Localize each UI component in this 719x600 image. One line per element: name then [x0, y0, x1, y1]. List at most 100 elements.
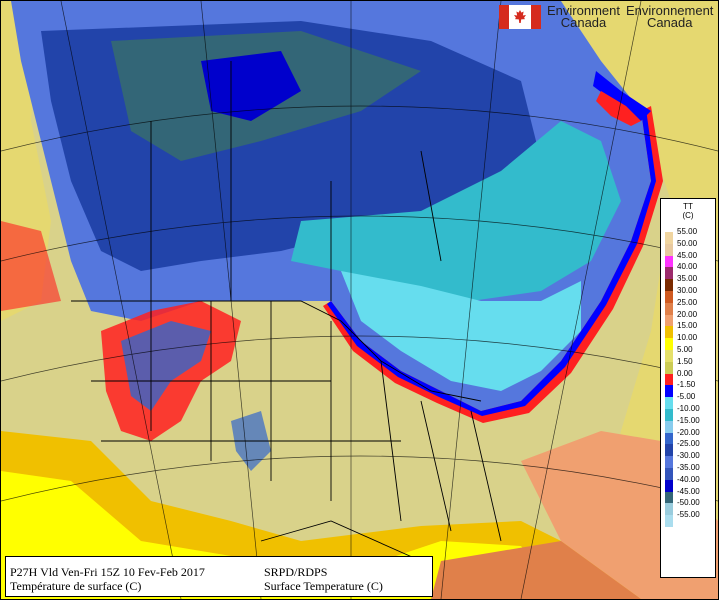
legend-label: 5.00 [677, 344, 693, 354]
legend-label: -45.00 [677, 486, 700, 496]
legend-swatch [665, 479, 673, 492]
org-name-fr: Environnement [625, 3, 714, 18]
legend-swatch [665, 385, 673, 398]
legend-entry: -45.00 [665, 487, 713, 504]
legend-swatch [665, 255, 673, 268]
legend-label: -1.50 [677, 380, 696, 390]
legend-entry: 25.00 [665, 298, 713, 315]
legend-swatch [665, 232, 673, 244]
legend-entry: 30.00 [665, 286, 713, 303]
east-cyan-zone [341, 271, 581, 391]
legend-entry: 1.50 [665, 357, 713, 374]
political-borders [71, 61, 502, 562]
legend-entry: -1.50 [665, 380, 713, 398]
legend-entry: -50.00 [665, 498, 713, 516]
legend-swatch [665, 279, 673, 291]
legend-entry: 45.00 [665, 251, 713, 268]
legend-swatch [665, 456, 673, 468]
legend-swatch [665, 491, 673, 504]
legend-rows: 55.00 50.00 45.00 40.00 35.00 30.00 25.00 20.00… [665, 227, 713, 527]
wordmark: Environment Environnement Canada Canada [547, 3, 714, 30]
legend-label: 55.00 [677, 227, 698, 236]
legend-label: 30.00 [677, 285, 698, 295]
legend-label: 15.00 [677, 321, 698, 331]
legend-label: 45.00 [677, 250, 698, 260]
legend-title: TT (C) [661, 202, 715, 220]
country-fr: Canada [646, 15, 693, 30]
legend-swatch [665, 444, 673, 457]
environment-canada-logo: Environment Environnement Canada Canada [499, 3, 714, 33]
legend-entry: 15.00 [665, 321, 713, 339]
legend-swatch [665, 349, 673, 362]
legend-entry: 50.00 [665, 239, 713, 256]
legend-swatch [665, 314, 673, 327]
mexico-orange [431, 541, 641, 599]
legend-entry: 0.00 [665, 369, 713, 386]
legend-label: -25.00 [677, 439, 700, 449]
legend-entry: 35.00 [665, 274, 713, 291]
legend-label: 35.00 [677, 274, 698, 284]
model-name: SRPD/RDPS [264, 565, 328, 579]
legend-title-unit: (C) [682, 211, 694, 220]
map-caption: P27H Vld Ven-Fri 15Z 10 Fev-Feb 2017 Tem… [5, 556, 433, 597]
legend-label: -10.00 [677, 403, 700, 413]
legend-entry: 10.00 [665, 333, 713, 350]
legend-label: -40.00 [677, 474, 700, 484]
variable-name-fr: Température de surface (C) [10, 579, 142, 593]
legend-swatch [665, 290, 673, 303]
legend-entry: -40.00 [665, 475, 713, 492]
legend-entry: 55.00 [665, 227, 713, 244]
legend-label: -50.00 [677, 498, 700, 508]
legend-entry: -20.00 [665, 428, 713, 445]
valid-time-label: P27H Vld Ven-Fri 15Z 10 Fev-Feb 2017 [10, 565, 205, 579]
legend-label: 1.50 [677, 356, 693, 366]
legend-entry: -15.00 [665, 416, 713, 433]
legend-entry: -25.00 [665, 439, 713, 457]
pacific-northwest-red [1, 221, 61, 311]
legend-label: 0.00 [677, 368, 693, 378]
legend-swatch [665, 373, 673, 386]
legend-swatch [665, 302, 673, 315]
legend-swatch [665, 467, 673, 480]
canada-flag-icon [499, 5, 541, 29]
labrador-red-edge [596, 91, 641, 126]
legend-label: -15.00 [677, 415, 700, 425]
arctic-blue-core [201, 51, 301, 121]
great-lakes-cyan [291, 121, 621, 301]
maple-leaf-icon [514, 10, 526, 23]
legend-label: -35.00 [677, 462, 700, 472]
legend-label: 10.00 [677, 333, 698, 343]
caption-right: SRPD/RDPS Surface Temperature (C) [264, 565, 383, 593]
legend-swatch [665, 326, 673, 339]
legend-entry: -35.00 [665, 463, 713, 480]
caption-left: P27H Vld Ven-Fri 15Z 10 Fev-Feb 2017 Tem… [10, 565, 205, 593]
legend-label: -5.00 [677, 392, 696, 402]
legend-swatch [665, 338, 673, 350]
legend-entry: 40.00 [665, 262, 713, 280]
org-name-en: Environment [547, 3, 620, 18]
legend-entry: -10.00 [665, 404, 713, 421]
legend-label: -55.00 [677, 510, 700, 520]
temperature-legend: TT (C) 55.00 50.00 45.00 40.00 35.00 30.00 25.… [660, 198, 716, 578]
legend-label: -30.00 [677, 451, 700, 461]
legend-entry: 20.00 [665, 310, 713, 327]
legend-label: -20.00 [677, 427, 700, 437]
legend-title-variable: TT [683, 202, 693, 211]
legend-swatch [665, 515, 673, 527]
legend-entry: -30.00 [665, 451, 713, 468]
legend-label: 50.00 [677, 238, 698, 248]
legend-swatch [665, 397, 673, 409]
legend-swatch [665, 243, 673, 256]
legend-swatch [665, 267, 673, 280]
legend-label: 40.00 [677, 262, 698, 272]
legend-entry: 5.00 [665, 345, 713, 362]
legend-label: 20.00 [677, 309, 698, 319]
legend-entry: -55.00 [665, 510, 713, 527]
country-en: Canada [560, 15, 607, 30]
legend-swatch [665, 361, 673, 374]
variable-name-en: Surface Temperature (C) [264, 579, 383, 593]
legend-label: 25.00 [677, 297, 698, 307]
